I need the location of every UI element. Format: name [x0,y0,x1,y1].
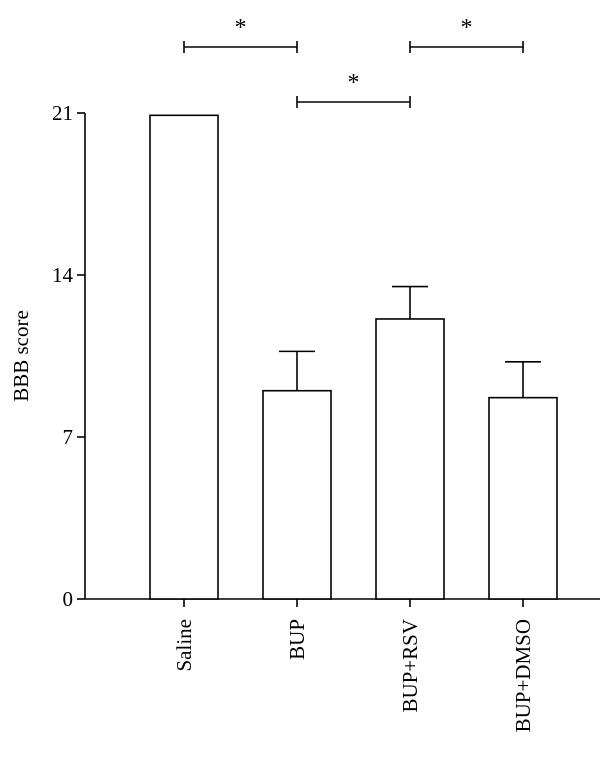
bar-saline [149,114,219,600]
x-tick-label: Saline [172,619,196,672]
significance-asterisk: * [235,15,247,41]
bar-bup [262,389,332,600]
significance-brackets: * * * [183,15,524,108]
bar-bup-dmso [488,396,558,600]
y-tick-label: 14 [52,263,74,287]
x-tick-label: BUP+RSV [398,619,422,713]
y-tick-label: 21 [52,101,73,125]
y-axis: 0 7 14 21 [52,101,86,611]
y-axis-label-group: BBB score [9,310,33,402]
y-tick-label: 7 [63,425,74,449]
y-axis-label: BBB score [9,310,33,402]
x-tick-label: BUP+DMSO [511,619,535,732]
x-tick-label: BUP [285,619,309,660]
y-tick-label: 0 [63,587,74,611]
significance-asterisk: * [348,70,360,96]
significance-asterisk: * [461,15,473,41]
bars [149,114,558,600]
bar-bup-rsv [375,318,445,600]
x-axis: Saline BUP BUP+RSV BUP+DMSO [85,598,600,732]
error-bars [279,285,541,398]
